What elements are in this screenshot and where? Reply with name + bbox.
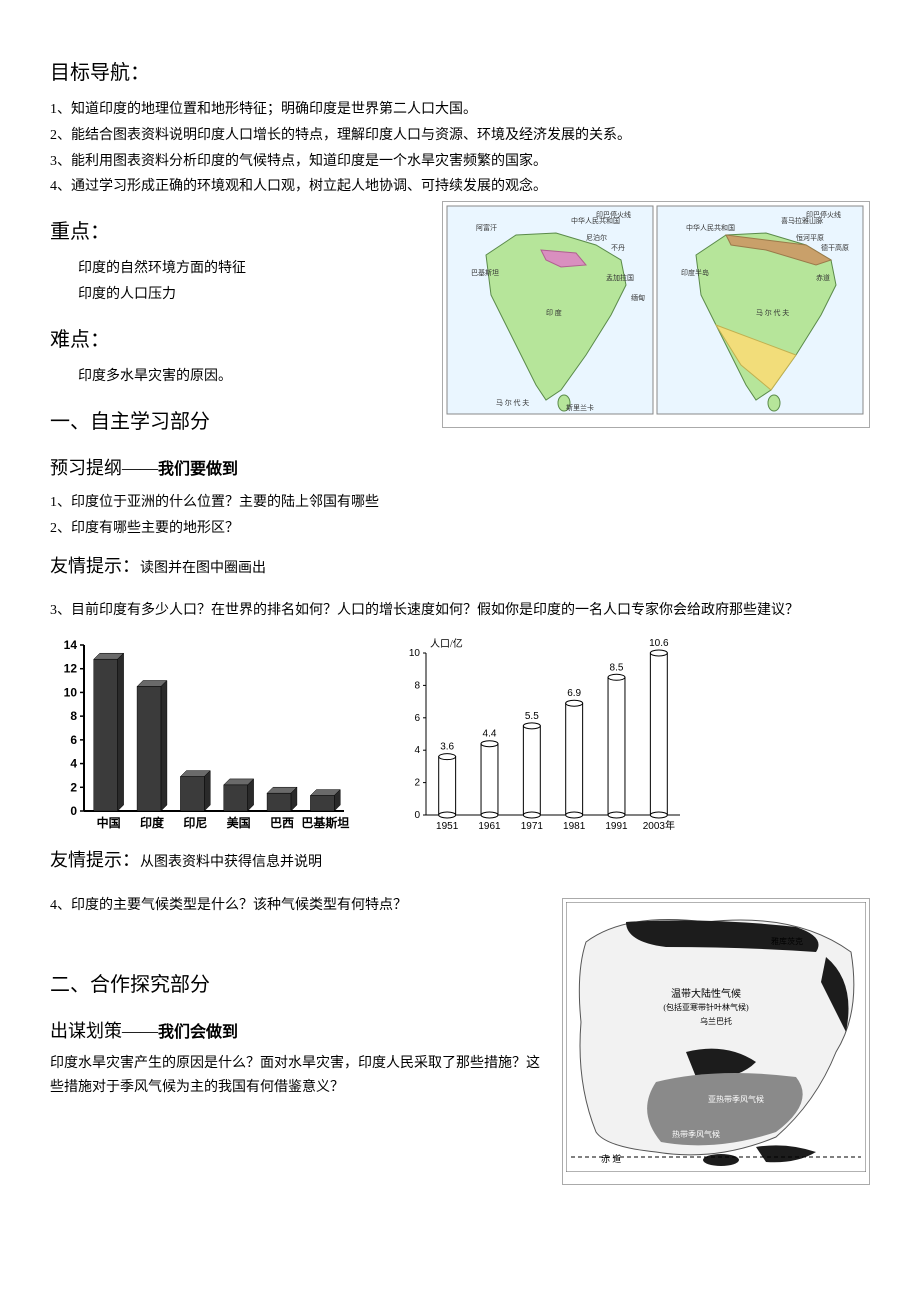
asia-climate-map-svg: 温带大陆性气候 (包括亚寒带针叶林气候) 乌兰巴托赤 道 亚热带季风气候热带季风气候 雅… <box>566 902 866 1172</box>
svg-text:中国: 中国 <box>97 815 121 830</box>
svg-text:巴基斯坦: 巴基斯坦 <box>301 815 349 830</box>
svg-text:10.6: 10.6 <box>649 638 669 649</box>
svg-text:0: 0 <box>70 804 77 818</box>
objectives-heading: 目标导航： <box>50 56 870 90</box>
svg-text:亚热带季风气候: 亚热带季风气候 <box>708 1094 764 1104</box>
charts-row: 0 2 4 6 8 10 12 14 中国 印度 印尼 美国 巴西巴基斯坦 人口/亿 0 2 4 6 8 10 3.6… <box>50 635 870 835</box>
svg-text:6.9: 6.9 <box>567 688 581 699</box>
svg-text:(包括亚寒带针叶林气候): (包括亚寒带针叶林气候) <box>663 1002 749 1012</box>
india-maps-svg: 阿富汗巴基斯坦 中华人民共和国尼泊尔不丹印 度 孟加拉国缅甸斯里兰卡 马 尔 代 夫 印… <box>446 205 866 415</box>
objective-item: 1、知道印度的地理位置和地形特征；明确印度是世界第二人口大国。 <box>50 98 870 122</box>
svg-text:马 尔 代 夫: 马 尔 代 夫 <box>756 308 789 317</box>
svg-text:1991: 1991 <box>605 821 628 832</box>
svg-text:8.5: 8.5 <box>610 662 624 673</box>
svg-text:中华人民共和国: 中华人民共和国 <box>686 223 735 232</box>
preview-q2: 2、印度有哪些主要的地形区？ <box>50 517 870 541</box>
india-map-pair: 阿富汗巴基斯坦 中华人民共和国尼泊尔不丹印 度 孟加拉国缅甸斯里兰卡 马 尔 代 夫 印… <box>442 201 870 428</box>
svg-text:0: 0 <box>414 810 420 821</box>
svg-text:印度半岛: 印度半岛 <box>681 268 709 277</box>
svg-text:印 度: 印 度 <box>546 308 562 317</box>
plan-em: 我们会做到 <box>158 1024 238 1041</box>
preview-em: 我们要做到 <box>158 461 238 478</box>
svg-text:缅甸: 缅甸 <box>631 293 645 302</box>
explore-text: 印度水旱灾害产生的原因是什么？面对水旱灾害，印度人民采取了那些措施？这些措施对于… <box>50 1052 550 1100</box>
svg-text:印度: 印度 <box>140 815 165 830</box>
svg-text:阿富汗: 阿富汗 <box>476 223 497 232</box>
svg-text:14: 14 <box>64 638 78 652</box>
svg-text:赤道: 赤道 <box>816 273 830 282</box>
svg-text:雅库茨克: 雅库茨克 <box>771 936 803 946</box>
svg-text:不丹: 不丹 <box>611 244 625 252</box>
svg-text:印巴停火线: 印巴停火线 <box>596 210 631 219</box>
svg-text:德干高原: 德干高原 <box>821 243 849 252</box>
svg-text:1951: 1951 <box>436 821 459 832</box>
hint-2-text: 从图表资料中获得信息并说明 <box>140 855 322 870</box>
svg-text:2: 2 <box>414 778 420 789</box>
plan-prefix: 出谋划策—— <box>50 1021 158 1041</box>
preview-heading: 预习提纲——我们要做到 <box>50 453 870 484</box>
hint-1: 友情提示：读图并在图中圈画出 <box>50 551 870 582</box>
svg-text:6: 6 <box>70 733 77 747</box>
svg-text:热带季风气候: 热带季风气候 <box>672 1129 720 1139</box>
svg-text:6: 6 <box>414 713 420 724</box>
svg-text:美国: 美国 <box>227 815 251 830</box>
preview-q1: 1、印度位于亚洲的什么位置？主要的陆上邻国有哪些 <box>50 491 870 515</box>
objective-item: 3、能利用图表资料分析印度的气候特点，知道印度是一个水旱灾害频繁的国家。 <box>50 150 870 174</box>
svg-text:12: 12 <box>64 662 78 676</box>
svg-text:恒河平原: 恒河平原 <box>796 233 824 242</box>
svg-text:巴基斯坦: 巴基斯坦 <box>471 268 499 277</box>
svg-text:4: 4 <box>414 745 420 756</box>
objective-item: 2、能结合图表资料说明印度人口增长的特点，理解印度人口与资源、环境及经济发展的关… <box>50 124 870 148</box>
svg-text:1961: 1961 <box>478 821 501 832</box>
svg-text:8: 8 <box>414 681 420 692</box>
svg-text:孟加拉国: 孟加拉国 <box>606 273 634 282</box>
svg-text:3.6: 3.6 <box>440 742 454 753</box>
hint-label: 友情提示： <box>50 556 140 576</box>
population-countries-bar-chart: 0 2 4 6 8 10 12 14 中国 印度 印尼 美国 巴西巴基斯坦 <box>50 635 350 835</box>
preview-prefix: 预习提纲—— <box>50 458 158 478</box>
svg-text:2: 2 <box>70 780 77 794</box>
svg-text:10: 10 <box>64 686 78 700</box>
asia-climate-map-box: 温带大陆性气候 (包括亚寒带针叶林气候) 乌兰巴托赤 道 亚热带季风气候热带季风气候 雅… <box>562 898 870 1185</box>
svg-text:2003年: 2003年 <box>643 819 675 832</box>
svg-text:印尼: 印尼 <box>183 816 207 830</box>
svg-text:尼泊尔: 尼泊尔 <box>586 233 607 242</box>
svg-text:人口/亿: 人口/亿 <box>430 637 463 650</box>
svg-text:4: 4 <box>70 757 77 771</box>
preview-q3: 3、目前印度有多少人口？在世界的排名如何？人口的增长速度如何？假如你是印度的一名… <box>50 599 870 623</box>
svg-text:1981: 1981 <box>563 821 586 832</box>
svg-text:斯里兰卡: 斯里兰卡 <box>566 403 594 412</box>
svg-text:5.5: 5.5 <box>525 711 539 722</box>
objective-item: 4、通过学习形成正确的环境观和人口观，树立起人地协调、可持续发展的观念。 <box>50 175 870 199</box>
svg-text:温带大陆性气候: 温带大陆性气候 <box>671 987 741 1000</box>
svg-text:印巴停火线: 印巴停火线 <box>806 210 841 219</box>
hint-label: 友情提示： <box>50 850 140 870</box>
india-population-growth-chart: 人口/亿 0 2 4 6 8 10 3.6 1951 4.4 1961 5.5 1971 6.9 1981 8… <box>390 635 690 835</box>
svg-text:乌兰巴托: 乌兰巴托 <box>700 1016 732 1026</box>
svg-text:巴西: 巴西 <box>270 816 294 830</box>
svg-text:4.4: 4.4 <box>483 729 497 740</box>
hint-1-text: 读图并在图中圈画出 <box>140 561 266 576</box>
svg-text:10: 10 <box>409 648 421 659</box>
svg-text:8: 8 <box>70 709 77 723</box>
svg-text:赤 道: 赤 道 <box>601 1153 621 1164</box>
hint-2: 友情提示：从图表资料中获得信息并说明 <box>50 845 870 876</box>
svg-text:1971: 1971 <box>521 821 544 832</box>
svg-text:马 尔 代 夫: 马 尔 代 夫 <box>496 398 529 407</box>
